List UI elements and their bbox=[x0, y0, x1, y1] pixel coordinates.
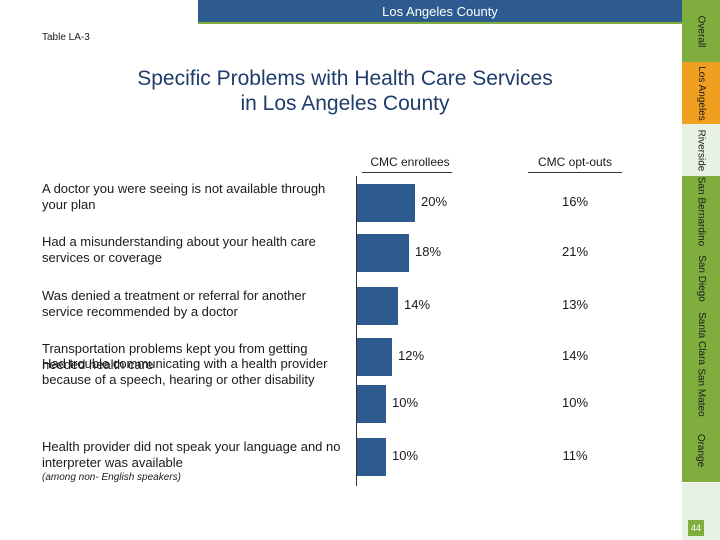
sidebar-tab-label: Los Angeles bbox=[695, 65, 707, 121]
sidebar-tab-overall[interactable]: Overall bbox=[682, 0, 720, 63]
enrollees-value: 10% bbox=[392, 395, 419, 410]
row-label: A doctor you were seeing is not availabl… bbox=[42, 181, 326, 212]
header-bar: Los Angeles County bbox=[198, 0, 682, 24]
column-header-optouts: CMC opt-outs bbox=[537, 155, 613, 169]
enrollees-bar bbox=[357, 234, 409, 272]
sidebar-tab-orange[interactable]: Orange bbox=[682, 418, 720, 483]
enrollees-value: 12% bbox=[398, 348, 425, 363]
enrollees-value: 18% bbox=[415, 244, 442, 259]
column-underline-enrollees bbox=[362, 172, 452, 173]
sidebar-tab-label: San Bernardino bbox=[695, 176, 707, 246]
sidebar-tab-los-angeles[interactable]: Los Angeles bbox=[682, 62, 720, 125]
enrollees-bar bbox=[357, 338, 392, 376]
sidebar-tab-label: San Mateo bbox=[695, 367, 707, 417]
page-title-line2: in Los Angeles County bbox=[240, 92, 450, 115]
enrollees-bar bbox=[357, 287, 398, 325]
sidebar-tab-label: Santa Clara bbox=[695, 311, 707, 365]
row-label: Had trouble communicating with a health … bbox=[42, 356, 328, 387]
optouts-value: 11% bbox=[562, 448, 588, 463]
sidebar-tab-san-diego[interactable]: San Diego bbox=[682, 246, 720, 311]
enrollees-bar bbox=[357, 438, 386, 476]
optouts-value: 13% bbox=[561, 297, 589, 312]
enrollees-bar bbox=[357, 385, 386, 423]
sidebar-tab-label: Orange bbox=[695, 433, 707, 467]
enrollees-value: 14% bbox=[404, 297, 431, 312]
row-sub-note: (among non- English speakers) bbox=[42, 472, 181, 483]
optouts-value: 14% bbox=[561, 348, 589, 363]
table-id: Table LA-3 bbox=[42, 32, 90, 43]
sidebar-tab-label: Overall bbox=[695, 15, 707, 47]
page-title-line1: Specific Problems with Health Care Servi… bbox=[137, 67, 553, 90]
page-number: 44 bbox=[688, 520, 704, 536]
optouts-value: 10% bbox=[561, 395, 589, 410]
row-label: Was denied a treatment or referral for a… bbox=[42, 288, 306, 319]
sidebar-tab-san-bernardino[interactable]: San Bernardino bbox=[682, 176, 720, 247]
optouts-value: 16% bbox=[561, 194, 589, 209]
page-title: Specific Problems with Health Care Servi… bbox=[20, 66, 670, 116]
header-title: Los Angeles County bbox=[382, 3, 498, 19]
enrollees-value: 20% bbox=[421, 194, 448, 209]
sidebar-tab-santa-clara[interactable]: Santa Clara bbox=[682, 310, 720, 367]
row-label: Health provider did not speak your langu… bbox=[42, 439, 341, 470]
column-header-enrollees: CMC enrollees bbox=[370, 155, 450, 169]
enrollees-bar bbox=[357, 184, 415, 222]
row-label: Transportation problems kept you from ge… bbox=[42, 341, 308, 372]
chart-axis bbox=[356, 176, 357, 486]
sidebar: Overall Los Angeles Riverside San Bernar… bbox=[682, 0, 720, 540]
row-label: Had a misunderstanding about your health… bbox=[42, 234, 316, 265]
column-underline-optouts bbox=[528, 172, 622, 173]
enrollees-value: 10% bbox=[392, 448, 419, 463]
sidebar-tab-label: Riverside bbox=[695, 129, 707, 171]
sidebar-tab-riverside[interactable]: Riverside bbox=[682, 124, 720, 177]
optouts-value: 21% bbox=[561, 244, 589, 259]
sidebar-tab-san-mateo[interactable]: San Mateo bbox=[682, 366, 720, 419]
sidebar-tab-label: San Diego bbox=[695, 254, 707, 302]
